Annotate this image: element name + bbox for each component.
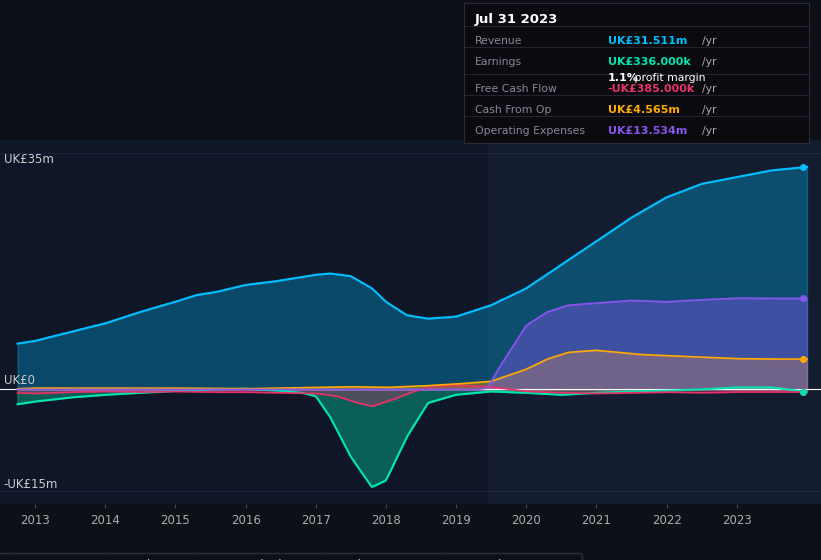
Text: Jul 31 2023: Jul 31 2023 xyxy=(475,13,558,26)
Text: -UK£385.000k: -UK£385.000k xyxy=(608,84,695,94)
Text: Operating Expenses: Operating Expenses xyxy=(475,127,585,136)
Text: profit margin: profit margin xyxy=(631,73,705,83)
Text: UK£35m: UK£35m xyxy=(3,153,53,166)
Text: Free Cash Flow: Free Cash Flow xyxy=(475,84,557,94)
Text: /yr: /yr xyxy=(702,84,717,94)
Text: /yr: /yr xyxy=(702,36,717,46)
Text: Cash From Op: Cash From Op xyxy=(475,105,551,115)
Text: Revenue: Revenue xyxy=(475,36,522,46)
Text: /yr: /yr xyxy=(702,57,717,67)
Text: UK£0: UK£0 xyxy=(3,375,34,388)
Text: Earnings: Earnings xyxy=(475,57,521,67)
Legend: Revenue, Earnings, Free Cash Flow, Cash From Op, Operating Expenses: Revenue, Earnings, Free Cash Flow, Cash … xyxy=(0,553,582,560)
Text: -UK£15m: -UK£15m xyxy=(3,478,58,491)
Text: UK£31.511m: UK£31.511m xyxy=(608,36,687,46)
Text: /yr: /yr xyxy=(702,127,717,136)
Text: 1.1%: 1.1% xyxy=(608,73,639,83)
Text: UK£336.000k: UK£336.000k xyxy=(608,57,690,67)
Bar xyxy=(488,140,821,504)
Text: UK£4.565m: UK£4.565m xyxy=(608,105,680,115)
Text: /yr: /yr xyxy=(702,105,717,115)
Text: UK£13.534m: UK£13.534m xyxy=(608,127,687,136)
